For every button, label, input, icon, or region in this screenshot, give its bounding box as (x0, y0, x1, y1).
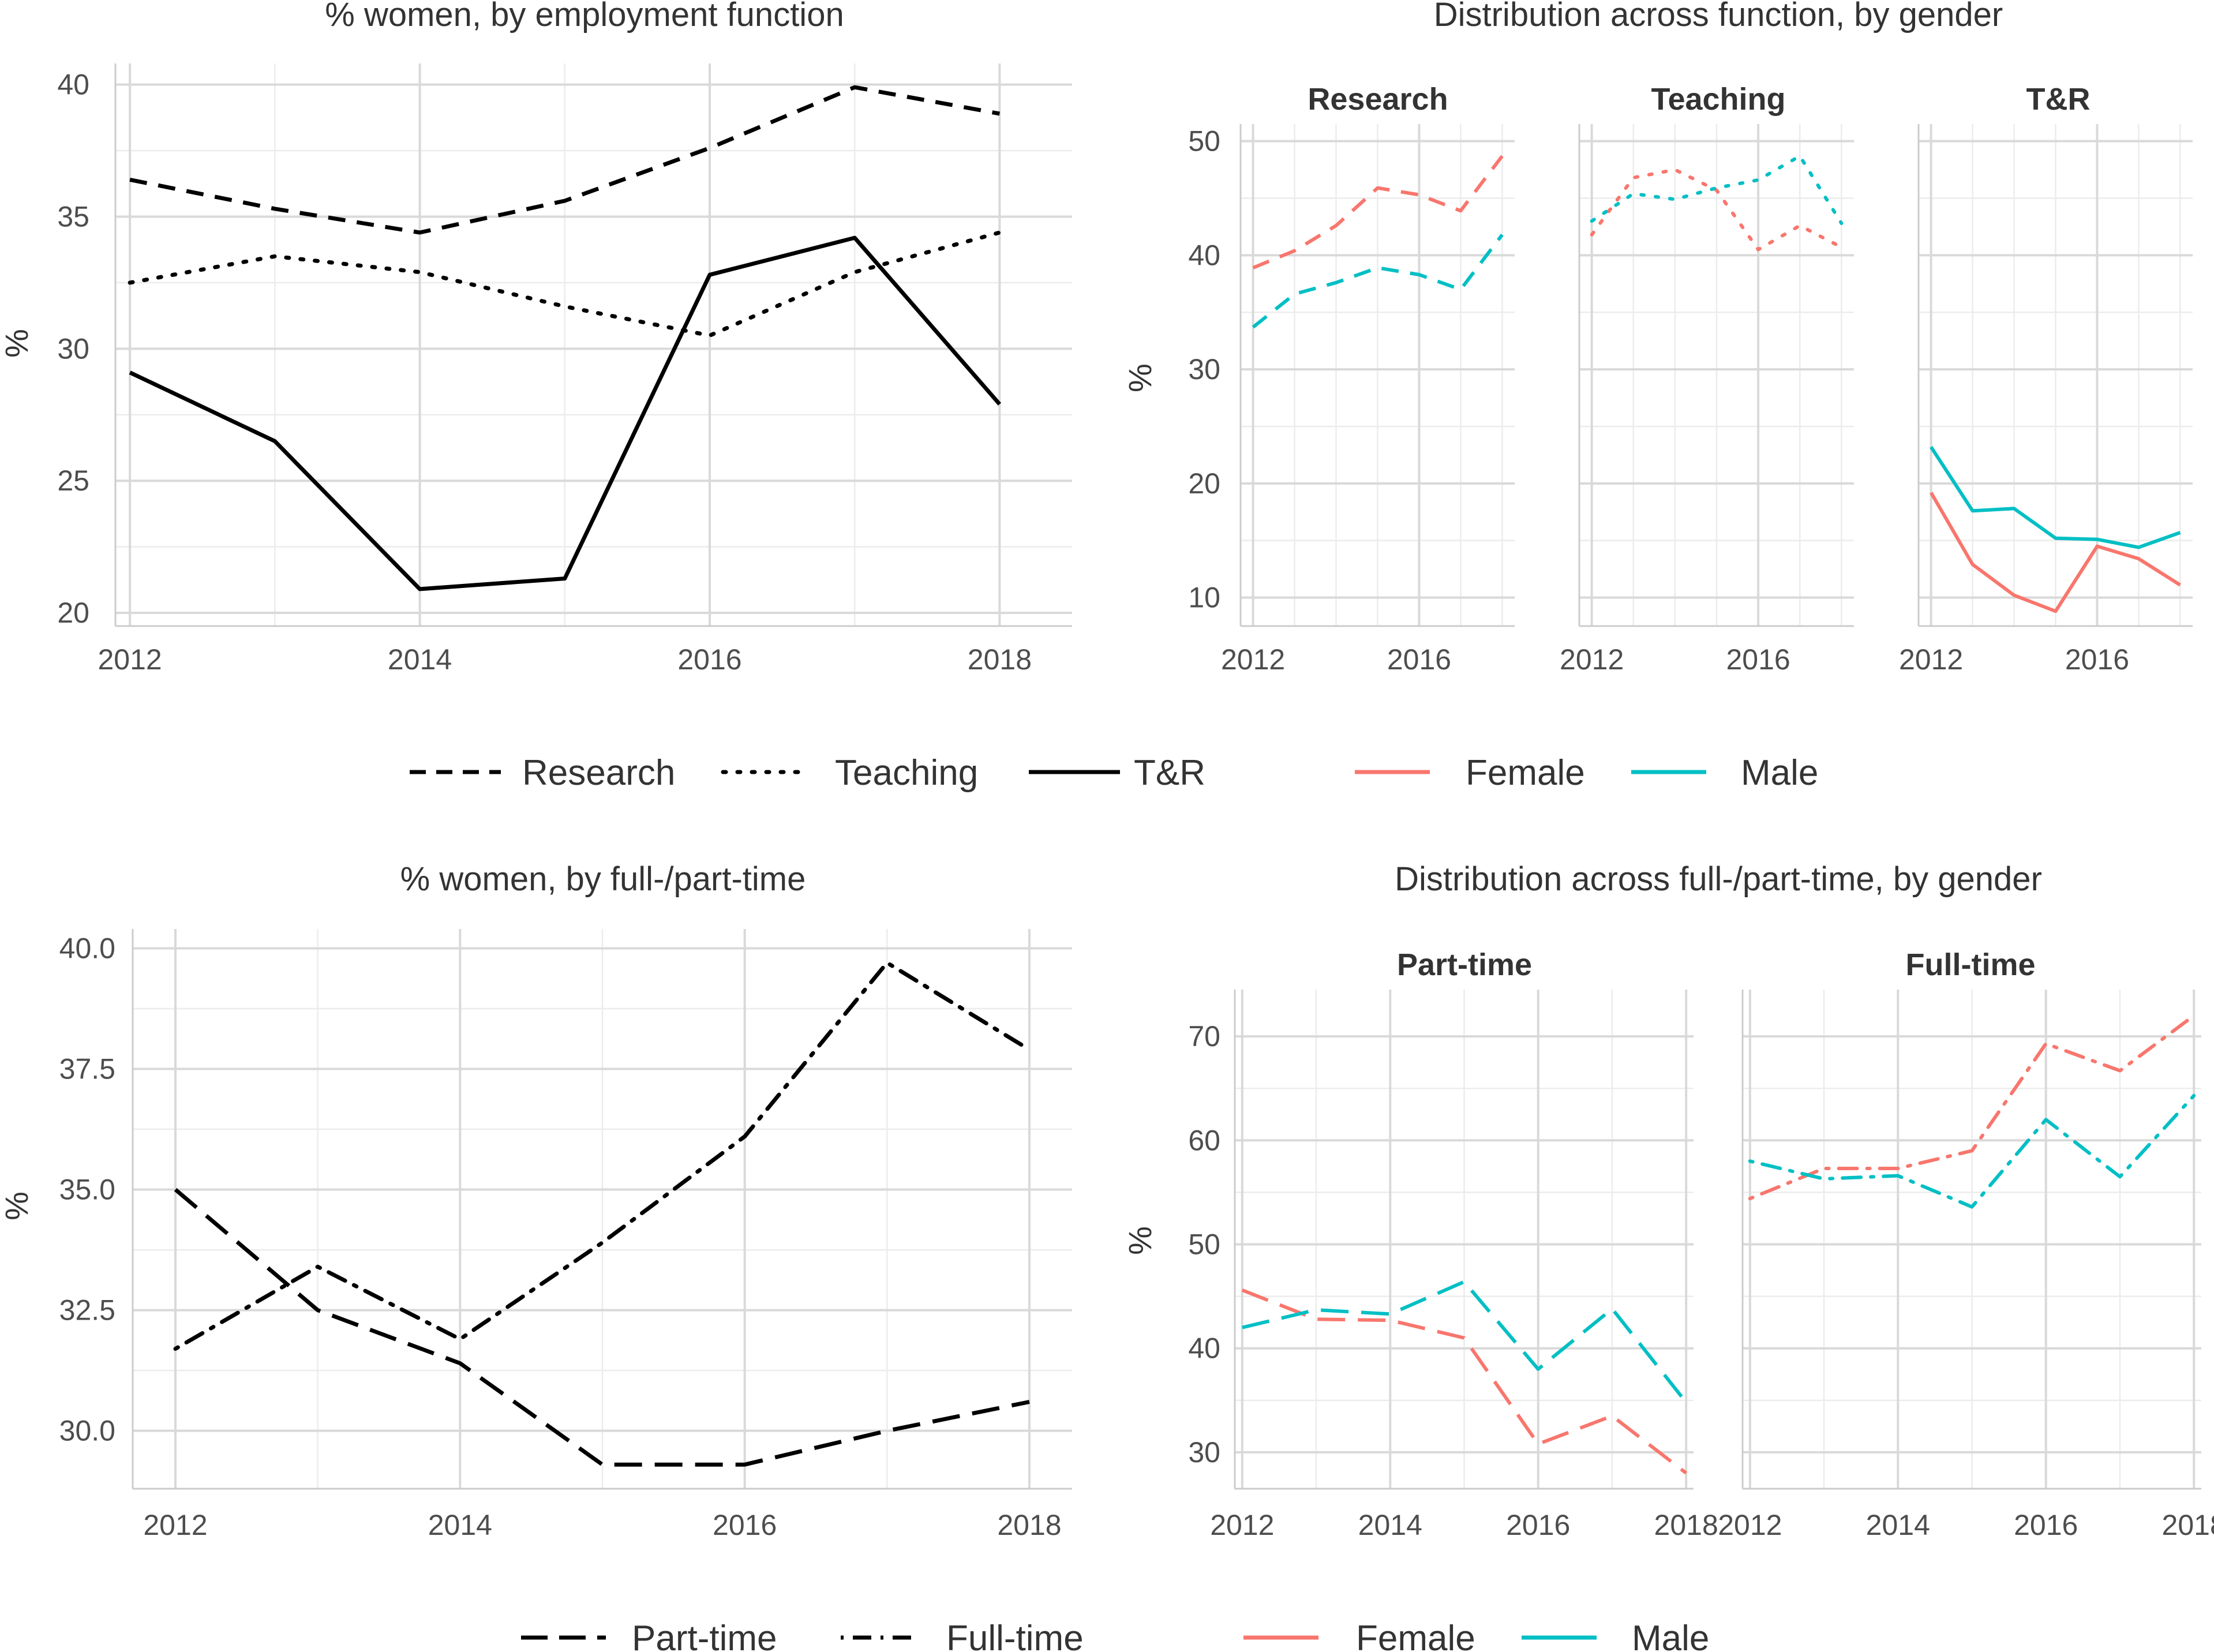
x-tick-label: 2012 (143, 1509, 207, 1541)
x-tick-label: 2012 (1718, 1509, 1782, 1541)
series-line-male-full-time (1748, 1093, 2196, 1209)
series-line-teaching (128, 230, 1002, 338)
facet-3-1: 2012 2014 2016 2018 30.0 32.5 35.0 37.5 40.0 (59, 929, 1072, 1541)
x-tick-label: 2014 (1358, 1509, 1422, 1541)
legend-label-full-time: Full-time (946, 1619, 1084, 1652)
x-tick-label: 2016 (713, 1509, 777, 1541)
x-tick-label: 2014 (428, 1509, 492, 1541)
facet-label-part-time: Part-time (1397, 947, 1532, 982)
x-tick-label: 2016 (2014, 1509, 2078, 1541)
y-tick-label: 35.0 (59, 1174, 115, 1206)
panel-3: 2012 2014 2016 2018 30.0 32.5 35.0 37.5 40.0 (59, 929, 1072, 1541)
facet-1-1: 2012 2014 2016 2018 20 25 30 35 40 (57, 63, 1072, 676)
series-line-part-time (174, 1188, 1030, 1467)
panel-2-title: Distribution across function, by gender (1434, 0, 2003, 33)
y-tick-label: 40 (1188, 239, 1220, 271)
facet-4-2: 2012 2014 2016 2018 (1718, 990, 2214, 1541)
facet-label-t-and-r: T&R (2026, 82, 2091, 117)
series-line-female-teaching (1590, 168, 1844, 252)
y-tick-label: 30.0 (59, 1415, 115, 1447)
x-tick-label: 2016 (2065, 643, 2129, 676)
panel-3-y-title: % (0, 1192, 35, 1220)
series-line-tandr (129, 235, 1002, 591)
y-tick-label: 50 (1188, 1228, 1220, 1261)
series-line-full-time (173, 961, 1032, 1351)
legend-label-female-top: Female (1466, 753, 1585, 793)
panel-1: 2012 2014 2016 2018 20 25 30 35 40 (57, 63, 1072, 676)
panel-4-title: Distribution across full-/part-time, by … (1395, 860, 2042, 898)
y-tick-label: 40 (57, 69, 89, 101)
x-tick-label: 2012 (1560, 643, 1624, 676)
panel-1-y-title: % (0, 329, 35, 358)
x-tick-label: 2012 (1899, 643, 1963, 676)
x-tick-label: 2018 (1654, 1509, 1718, 1541)
y-tick-label: 37.5 (59, 1053, 115, 1085)
x-tick-label: 2014 (388, 643, 452, 676)
x-tick-label: 2012 (98, 643, 162, 676)
x-tick-label: 2016 (1726, 643, 1790, 676)
y-tick-label: 50 (1188, 125, 1220, 158)
facet-4-1: 2012 2014 2016 2018 30 40 50 60 70 (1188, 990, 1718, 1541)
legend-label-male-top: Male (1741, 753, 1818, 793)
y-tick-label: 70 (1188, 1020, 1220, 1052)
y-tick-label: 30 (1188, 353, 1220, 385)
y-tick-label: 30 (57, 332, 89, 365)
y-tick-label: 40.0 (59, 932, 115, 964)
series-line-female-research (1252, 155, 1504, 269)
series-line-female-full-time (1748, 1014, 2196, 1201)
facet-label-teaching: Teaching (1651, 82, 1785, 117)
panel-2-y-title: % (1122, 364, 1158, 392)
facet-2-1: 2012 2016 10 20 30 40 50 (1188, 124, 1515, 676)
panel-4-y-title: % (1122, 1226, 1158, 1255)
facet-2-3: 2012 2016 (1899, 124, 2193, 676)
x-tick-label: 2018 (968, 643, 1032, 676)
legend-function: Research Teaching T&R (410, 753, 1205, 793)
panel-3-title: % women, by full-/part-time (400, 860, 806, 898)
legend-label-research: Research (522, 753, 675, 793)
legend-label-teaching: Teaching (835, 753, 978, 793)
legend-time: Part-time Full-time (521, 1619, 1084, 1652)
x-tick-label: 2014 (1866, 1509, 1930, 1541)
x-tick-label: 2016 (1506, 1509, 1570, 1541)
x-tick-label: 2018 (2162, 1509, 2214, 1541)
x-tick-label: 2012 (1210, 1509, 1274, 1541)
panel-1-title: % women, by employment function (325, 0, 844, 33)
series-line-research (129, 85, 1001, 235)
y-tick-label: 40 (1188, 1332, 1220, 1365)
facet-label-full-time: Full-time (1906, 947, 2036, 982)
y-tick-label: 10 (1188, 582, 1220, 614)
series-line-female-part-time (1241, 1288, 1688, 1475)
y-tick-label: 30 (1188, 1436, 1220, 1469)
x-tick-label: 2016 (677, 643, 741, 676)
y-tick-label: 32.5 (59, 1294, 115, 1327)
legend-label-t-and-r: T&R (1134, 753, 1205, 793)
facet-label-research: Research (1308, 82, 1448, 117)
panel-2: 2012 2016 10 20 30 40 50 2012 2016 2012 2016 (1188, 124, 2193, 676)
y-tick-label: 25 (57, 464, 89, 497)
x-tick-label: 2016 (1387, 643, 1451, 676)
plot-panels: 2012 2014 2016 2018 20 25 30 35 40 2012 2016 10 20 30… (57, 63, 2214, 1541)
series-line-female-tandr (1930, 492, 2182, 613)
y-tick-label: 20 (57, 597, 89, 629)
x-tick-label: 2012 (1221, 643, 1285, 676)
y-tick-label: 60 (1188, 1124, 1220, 1156)
legend-label-part-time: Part-time (632, 1619, 777, 1652)
x-tick-label: 2018 (997, 1509, 1061, 1541)
legend-time-gender: Female Male (1243, 1619, 1709, 1652)
series-line-male-tandr (1930, 445, 2181, 549)
y-tick-label: 35 (57, 200, 89, 233)
legend-label-female-bottom: Female (1356, 1619, 1475, 1652)
legend-label-male-bottom: Male (1632, 1619, 1709, 1652)
facet-2-2: 2012 2016 (1560, 124, 1854, 676)
y-tick-label: 20 (1188, 467, 1220, 500)
legend-function-gender: Female Male (1355, 753, 1818, 793)
